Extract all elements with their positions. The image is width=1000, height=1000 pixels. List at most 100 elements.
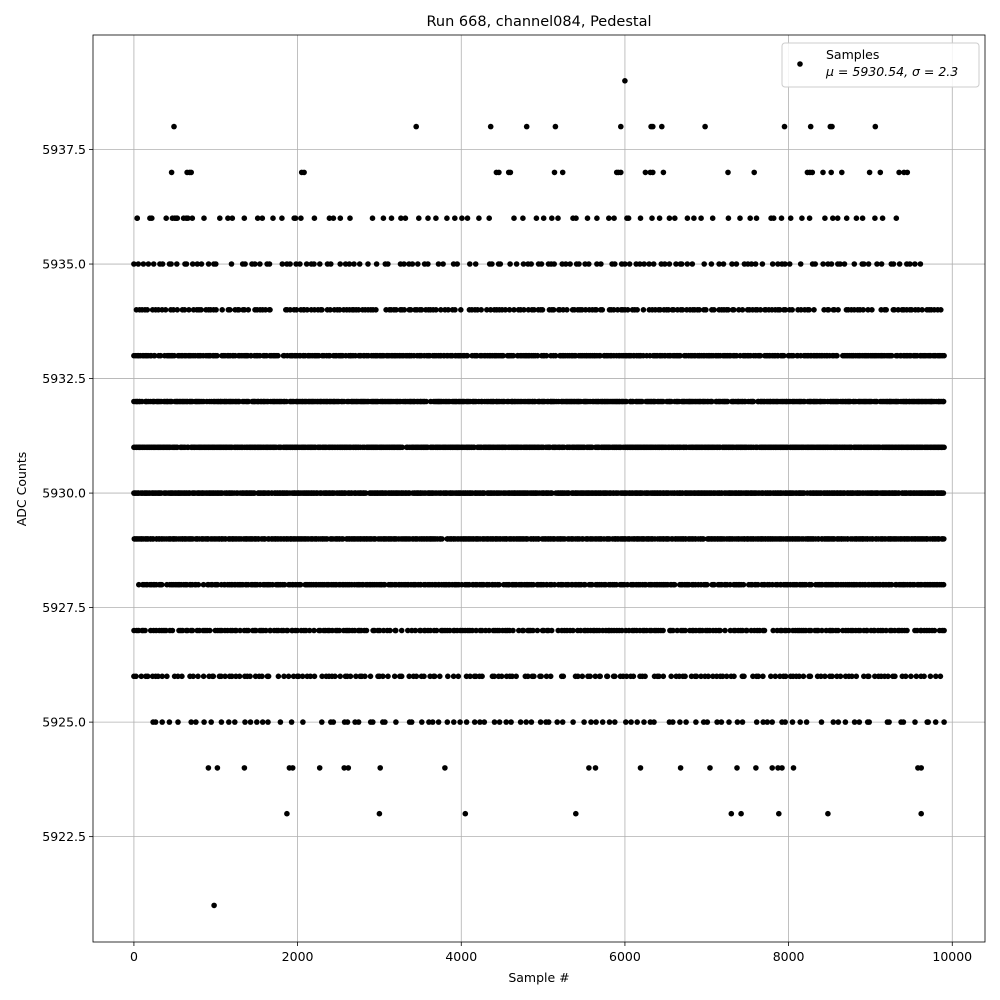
data-point [677,719,683,725]
y-tick-label: 5935.0 [42,257,86,272]
x-tick-label: 0 [130,949,138,964]
data-point [521,307,527,313]
data-point [455,673,462,680]
data-point [872,123,879,130]
data-point [387,627,393,634]
data-point [540,215,547,221]
data-point [164,673,170,680]
data-point [750,398,757,405]
data-point [190,673,196,680]
data-point [885,673,891,680]
data-point [262,307,269,313]
data-point [825,307,832,313]
data-point [711,307,717,313]
data-point [377,765,384,771]
data-point [748,261,755,267]
data-point [552,123,559,130]
data-point [728,810,735,817]
data-point [376,810,383,817]
data-point [757,307,764,313]
data-point [790,765,797,771]
data-point [878,261,885,267]
data-point [593,307,600,313]
data-point [189,215,196,221]
data-point [543,352,550,359]
data-point [319,719,325,725]
data-point [159,261,166,267]
data-point [213,307,219,313]
data-point [393,627,399,634]
data-point [662,261,668,267]
data-point [457,719,463,725]
data-point [547,673,554,680]
data-point [531,673,537,680]
data-point [841,261,848,267]
data-point [677,765,684,771]
data-point [170,307,177,313]
data-point [576,261,582,267]
data-point [896,169,902,176]
data-point [500,352,507,359]
x-tick-label: 6000 [609,949,641,964]
data-point [311,673,318,680]
y-tick-label: 5927.5 [42,600,86,615]
data-point [195,581,202,588]
data-point [904,627,910,634]
data-point [683,719,689,725]
data-point [213,261,219,267]
data-point [751,169,757,176]
data-point [866,169,873,176]
data-point [718,719,725,725]
data-point [599,307,606,313]
data-point [241,765,248,771]
data-point [865,307,871,313]
data-point [186,307,192,313]
data-point [478,307,485,313]
data-point [311,627,317,634]
data-point [288,719,295,725]
data-point [510,352,517,359]
data-point [210,673,217,680]
data-point [594,215,600,221]
data-point [415,261,421,267]
data-point [891,307,898,313]
data-point [425,261,431,267]
data-point [508,719,514,725]
data-point [584,215,591,221]
data-point [851,261,858,267]
data-point [789,307,795,313]
data-point [865,261,872,267]
data-point [317,261,323,267]
data-point [491,719,498,725]
data-point [612,719,618,725]
data-point [431,673,438,680]
data-point [454,261,461,267]
data-point [811,307,817,313]
data-point [399,444,406,451]
data-point [789,719,796,725]
data-point [486,215,493,221]
data-point [753,215,760,221]
data-point [612,673,618,680]
data-point [344,719,351,725]
data-point [908,673,914,680]
data-point [445,673,451,680]
data-point [781,352,787,359]
data-point [822,673,828,680]
x-tick-label: 4000 [445,949,477,964]
data-point [559,169,566,176]
data-point [892,673,898,680]
data-point [549,490,555,496]
data-point [650,169,656,176]
data-point [363,490,369,496]
data-point [462,810,469,817]
data-point [440,261,446,267]
data-point [421,673,427,680]
data-point [277,719,284,725]
data-point [764,719,771,725]
data-point [207,627,213,634]
data-point [174,307,181,313]
data-point [803,719,810,725]
data-point [623,719,629,725]
data-point [733,261,740,267]
